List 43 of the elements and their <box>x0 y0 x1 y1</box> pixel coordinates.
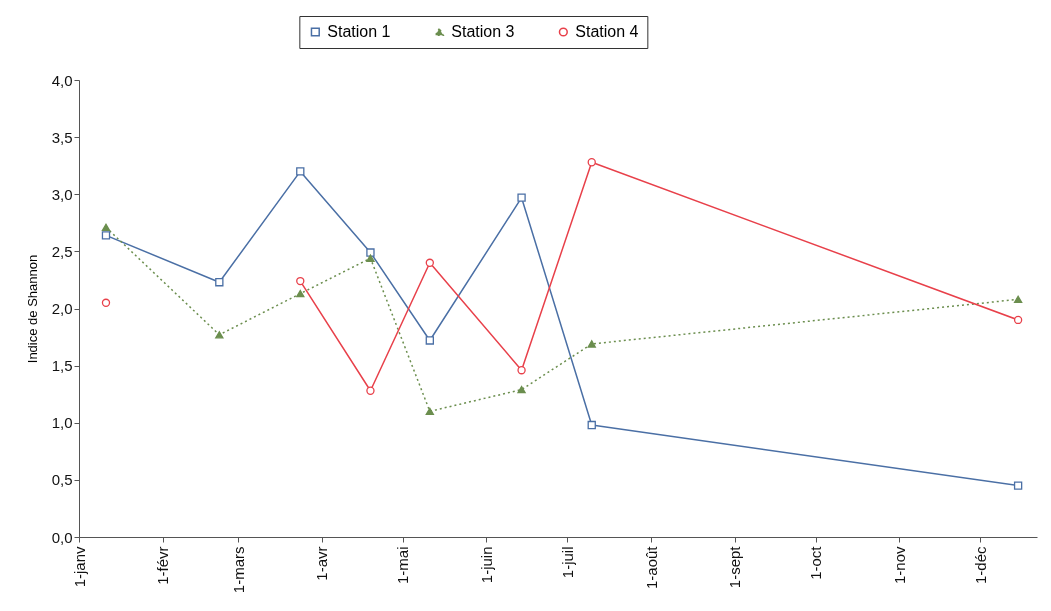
point <box>517 366 526 375</box>
point <box>296 276 305 286</box>
y-tick-label: 2,5 <box>51 242 73 260</box>
x-tick-label: 1-août <box>642 545 660 590</box>
point <box>587 340 596 348</box>
y-tick-label: 3,5 <box>51 128 73 146</box>
x-tick-label: 1-déc <box>971 546 989 585</box>
legend-label: Station 3 <box>451 23 515 40</box>
point <box>587 420 596 430</box>
x-tick-label: 1-mars <box>229 546 247 594</box>
y-tick-label: 2,0 <box>51 300 73 317</box>
y-tick-label: 0,0 <box>51 528 73 546</box>
point <box>1013 481 1023 490</box>
point <box>425 258 434 267</box>
x-tick-label: 1-janv <box>70 546 88 588</box>
legend-label: Station 1 <box>327 23 391 40</box>
point <box>587 158 596 167</box>
x-tick-label: 1-oct <box>807 545 825 580</box>
point <box>366 254 375 262</box>
x-tick-label: 1-mai <box>394 546 412 585</box>
point <box>296 289 305 298</box>
y-tick-label: 1,0 <box>51 414 73 432</box>
point <box>517 385 526 394</box>
point <box>425 407 434 416</box>
y-tick-label: 1,5 <box>51 357 73 375</box>
x-tick-label: 1-févr <box>154 546 172 585</box>
x-tick-label: 1-nov <box>890 546 908 585</box>
point <box>296 167 305 176</box>
y-tick-label: 4,0 <box>51 71 73 89</box>
point <box>1013 315 1023 325</box>
point <box>366 248 375 257</box>
y-tick-label: 0,5 <box>51 471 73 489</box>
point <box>517 193 526 202</box>
x-tick-label: 1-avr <box>313 546 331 581</box>
point <box>1013 295 1023 304</box>
y-axis-title: Indice de Shannon <box>24 254 40 364</box>
legend-label: Station 4 <box>575 23 639 40</box>
point <box>366 386 375 395</box>
point <box>425 336 434 345</box>
y-tick-label: 3,0 <box>51 185 73 203</box>
x-tick-label: 1-sept <box>726 545 744 589</box>
x-tick-label: 1-juil <box>558 546 576 579</box>
x-tick-label: 1-juin <box>477 546 495 584</box>
